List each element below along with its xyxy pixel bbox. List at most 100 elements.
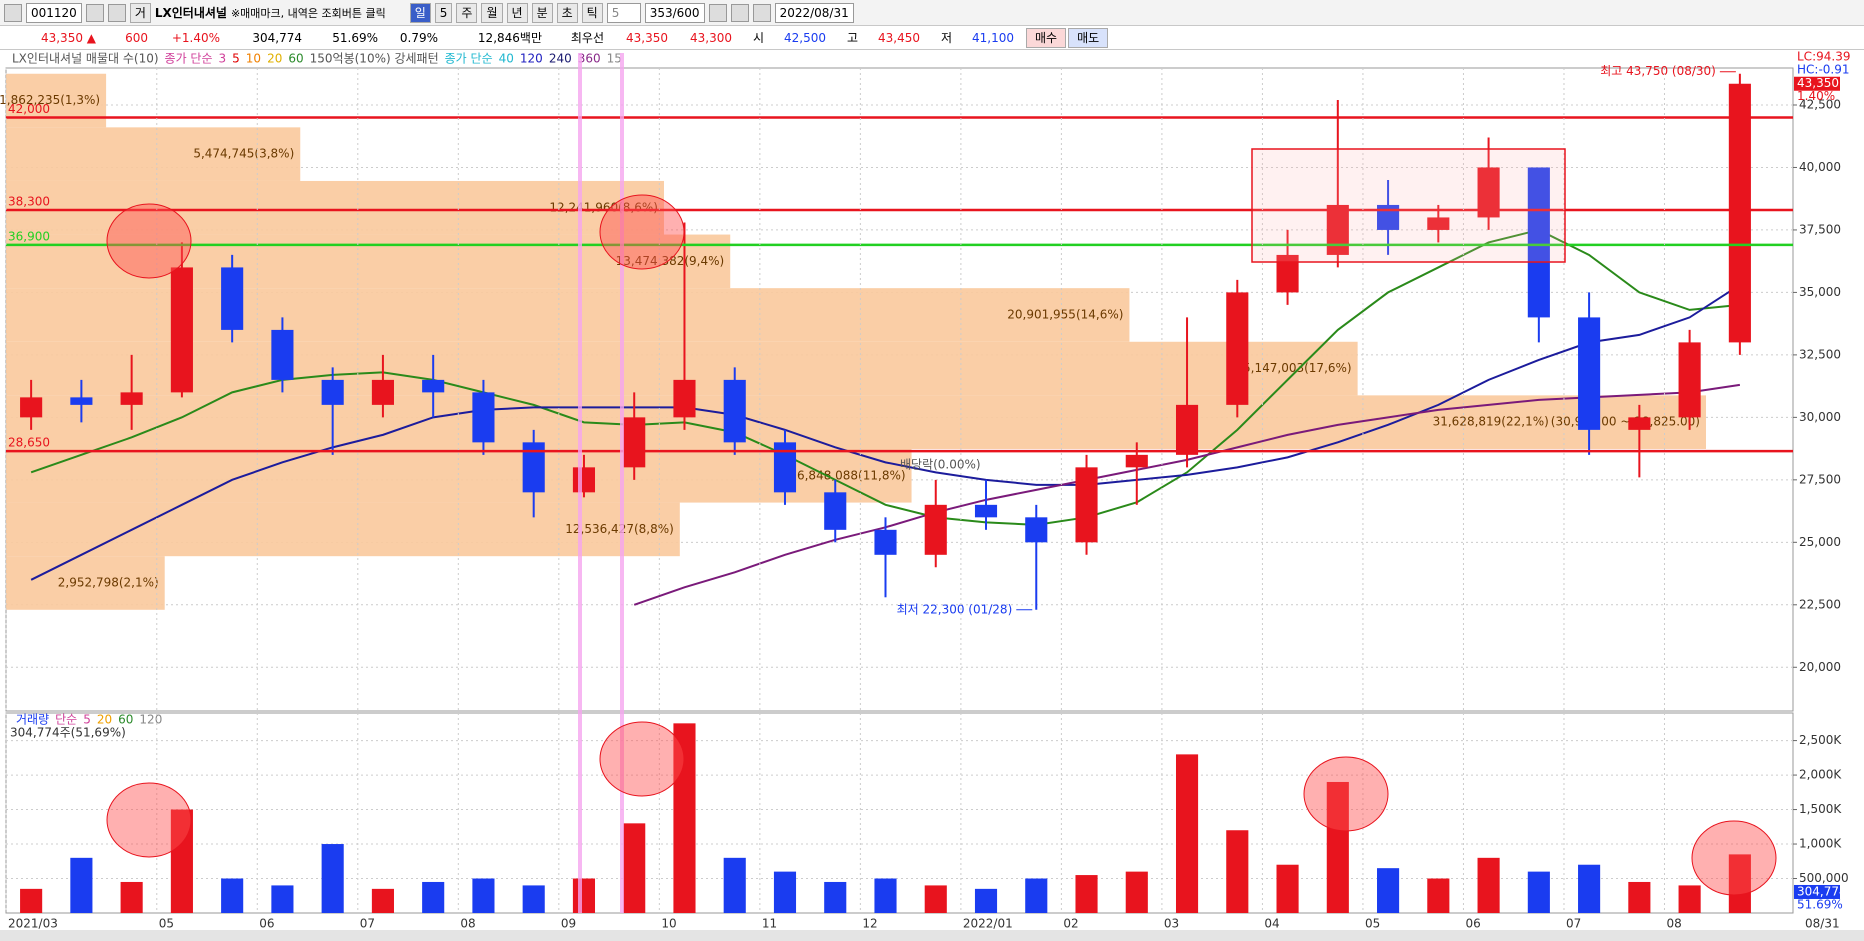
legend-item: 240: [549, 52, 572, 66]
period-button[interactable]: 틱: [581, 2, 603, 23]
y-tick-label: 2,500K: [1799, 733, 1842, 747]
candle-body: [1175, 404, 1199, 455]
period-button[interactable]: 일: [409, 2, 431, 23]
volume-bar: [321, 844, 344, 913]
x-tick-label: 09: [561, 917, 576, 931]
candle-body: [1326, 204, 1349, 255]
stock-name: LX인터내셔널: [154, 6, 227, 20]
tool-icon[interactable]: [730, 3, 749, 22]
candle-body: [70, 397, 93, 405]
volume-rate: 51.69%: [332, 30, 378, 45]
legend-item: 단순: [55, 713, 77, 727]
period-button[interactable]: 월: [481, 2, 503, 23]
volume-bar: [1025, 878, 1048, 913]
y-tick-label: 30,000: [1799, 410, 1841, 424]
profile-band: [6, 127, 301, 181]
y-tick-label: 20,000: [1799, 660, 1841, 674]
tool-icon[interactable]: [708, 3, 727, 22]
y-tick-label: 37,500: [1799, 222, 1841, 236]
candle-body: [1276, 254, 1299, 293]
volume-bar: [1326, 781, 1349, 913]
high-label: 고: [846, 31, 858, 45]
candle-body: [673, 379, 696, 418]
candle-body: [321, 379, 344, 405]
volume-bar: [1276, 864, 1299, 913]
period-button[interactable]: 분: [531, 2, 553, 23]
sell-button[interactable]: 매도: [1068, 27, 1109, 48]
hc-label: HC:-0.91: [1797, 63, 1850, 77]
period-button[interactable]: 초: [556, 2, 578, 23]
sound-icon[interactable]: [107, 3, 126, 22]
period-button[interactable]: 년: [506, 2, 528, 23]
min-label: 최저 22,300 (01/28): [897, 602, 1013, 616]
market-badge[interactable]: 거: [129, 2, 151, 23]
y-tick-label: 1,000K: [1799, 837, 1842, 851]
tool-icon[interactable]: [752, 3, 771, 22]
legend-item: 20: [97, 713, 112, 727]
candle-body: [1226, 292, 1249, 405]
date-input[interactable]: 2022/08/31: [774, 2, 854, 23]
volume-subtitle: 304,774주(51,69%): [10, 726, 126, 740]
legend-item: 120: [139, 713, 162, 727]
x-tick-label: 03: [1164, 917, 1179, 931]
scrollbar[interactable]: [0, 930, 1864, 941]
legend-item: 360: [578, 52, 601, 66]
code-input[interactable]: 001120: [26, 2, 82, 23]
candle-body: [1728, 83, 1751, 343]
volume-bar: [472, 878, 495, 913]
ask: 43,350: [626, 30, 668, 45]
legend-item: 60: [118, 713, 133, 727]
circle-mark: [1303, 756, 1389, 832]
candle-body: [1477, 167, 1500, 218]
volume-bar: [1427, 878, 1450, 913]
level-label: 38,300: [8, 194, 50, 208]
x-tick-label: 06: [259, 917, 274, 931]
circle-mark: [106, 782, 192, 858]
volume-bar: [1628, 881, 1651, 913]
x-tick-label: 08: [460, 917, 475, 931]
profile-label: 12,536,427(8,8%): [565, 522, 674, 536]
level-label: 36,900: [8, 229, 50, 243]
profile-label: 20,901,955(14,6%): [1007, 307, 1123, 321]
volume-bar: [623, 823, 646, 913]
legend-item: 종가 단순: [165, 52, 213, 66]
x-tick-label: 07: [360, 917, 375, 931]
legend-item: 5: [83, 713, 91, 727]
period-button[interactable]: 5: [434, 2, 453, 23]
legend-item: 5: [232, 52, 240, 66]
x-tick-label: 05: [1365, 917, 1380, 931]
count-input[interactable]: 5: [606, 2, 641, 23]
candle-body: [1075, 467, 1098, 543]
menu-icon[interactable]: [4, 3, 22, 22]
buy-button[interactable]: 매수: [1026, 27, 1067, 48]
annotations: 배당락(0.00%): [106, 53, 1777, 913]
candle-body: [120, 392, 143, 405]
y-tick-label: 1,500K: [1799, 802, 1842, 816]
x-tick-label: 07: [1566, 917, 1581, 931]
circle-mark: [1691, 820, 1777, 896]
candle-body: [924, 504, 947, 555]
volume-bar: [974, 888, 998, 913]
search-icon[interactable]: [85, 3, 104, 22]
candle-body: [974, 504, 998, 518]
x-tick-label: 06: [1465, 917, 1480, 931]
x-tick-label: 2021/03: [8, 917, 58, 931]
profile-band: [6, 395, 1706, 449]
volume-bar: [1527, 871, 1550, 913]
x-tick-label: 04: [1264, 917, 1279, 931]
level-label: 42,000: [8, 102, 50, 116]
volume-tag-label: 304,774: [1797, 884, 1847, 898]
candle-body: [1628, 417, 1651, 430]
lc-label: LC:94.39: [1797, 50, 1850, 64]
legend-item: 거래량: [16, 713, 49, 727]
candle-body: [1578, 317, 1601, 430]
legend-item: 3: [219, 52, 227, 66]
period-button[interactable]: 주: [456, 2, 478, 23]
candle-body: [874, 529, 897, 555]
best-label: 최우선: [570, 31, 604, 45]
circle-mark: [599, 721, 685, 797]
volume-rate: 51.69%: [1797, 897, 1843, 911]
volume-bar: [1728, 854, 1751, 913]
change-label: 1.40%: [1797, 89, 1835, 103]
rate: +1.40%: [171, 30, 220, 45]
